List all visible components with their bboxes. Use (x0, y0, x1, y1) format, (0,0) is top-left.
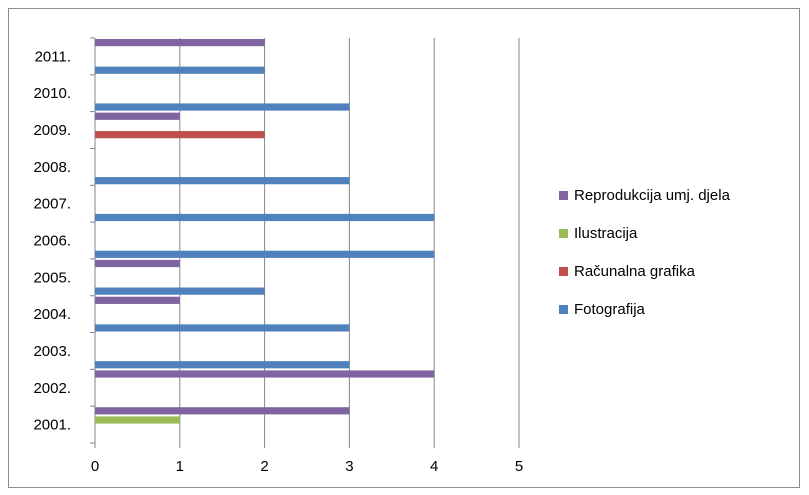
legend-swatch (559, 229, 568, 238)
x-tick-label: 5 (515, 458, 523, 475)
bar-2011-reprodukcija-umj-djela (95, 39, 265, 47)
bar-2011-fotografija (95, 66, 265, 74)
x-tick-label: 4 (430, 458, 438, 475)
bar-2001-ilustracija (95, 416, 180, 424)
bar-2005-reprodukcija-umj-djela (95, 259, 180, 268)
y-tick-label: 2004. (33, 306, 71, 323)
x-tick-label: 3 (345, 458, 353, 475)
x-tick-label: 0 (91, 458, 99, 475)
bar-2004-reprodukcija-umj-djela (95, 296, 180, 304)
y-tick-label: 2001. (33, 417, 71, 434)
bar-2007-fotografija (95, 213, 435, 222)
bar-2002-reprodukcija-umj-djela (95, 370, 435, 378)
y-tick-label: 2011. (35, 48, 71, 65)
bar-2006-fotografija (95, 250, 435, 258)
legend-swatch (559, 267, 568, 276)
bar-2001-reprodukcija-umj-djela (95, 407, 350, 415)
bar-2003-fotografija (95, 361, 350, 369)
bar-2008-fotografija (95, 177, 350, 185)
x-tick-label: 1 (176, 458, 184, 475)
bar-2009-reprodukcija-umj-djela (95, 112, 180, 120)
y-tick-label: 2003. (33, 343, 71, 360)
bar-2010-fotografija (95, 103, 350, 111)
legend-label: Ilustracija (574, 225, 638, 242)
bar-2009-ra-unalna-grafika (95, 131, 265, 139)
legend-swatch (559, 191, 568, 200)
y-tick-label: 2006. (33, 233, 71, 250)
legend-label: Računalna grafika (574, 263, 696, 280)
legend-label: Fotografija (574, 301, 646, 318)
y-tick-label: 2007. (33, 196, 71, 213)
y-tick-label: 2005. (33, 269, 71, 286)
y-tick-label: 2009. (33, 122, 71, 139)
legend-label: Reprodukcija umj. djela (574, 187, 731, 204)
y-tick-label: 2010. (33, 85, 71, 102)
bar-2004-fotografija (95, 324, 350, 332)
bar-2005-fotografija (95, 287, 265, 295)
legend-swatch (559, 305, 568, 314)
y-tick-label: 2002. (33, 380, 71, 397)
x-tick-label: 2 (260, 458, 268, 475)
y-tick-label: 2008. (33, 159, 71, 176)
